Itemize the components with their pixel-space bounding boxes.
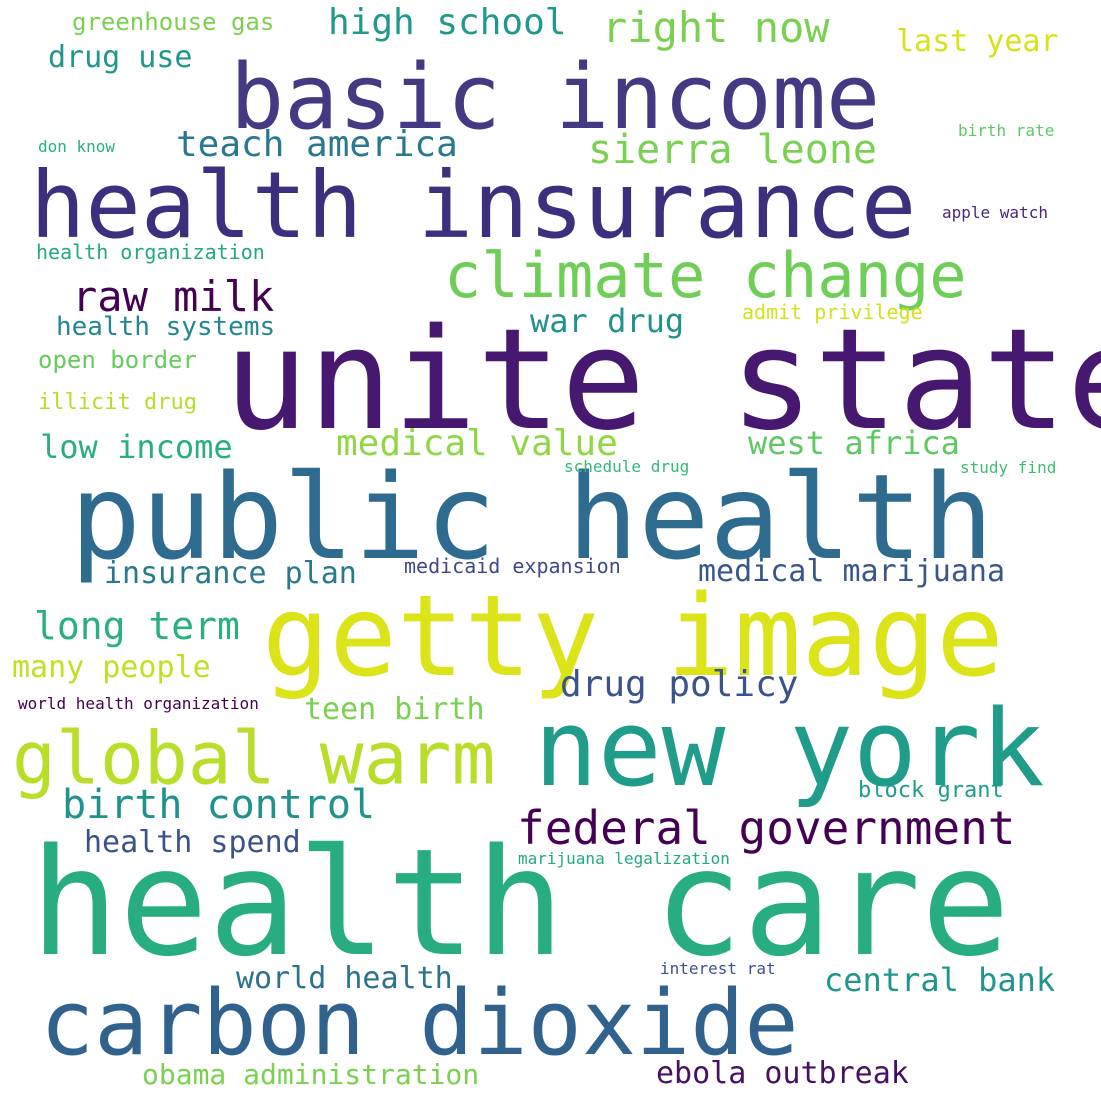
word: war drug (530, 302, 685, 340)
word: drug policy (560, 664, 799, 705)
word: medicaid expansion (404, 554, 621, 578)
word: obama administration (142, 1058, 480, 1091)
word: public health (70, 448, 994, 586)
word: apple watch (942, 203, 1048, 222)
word: birth rate (958, 121, 1055, 140)
word: last year (896, 24, 1059, 59)
word: block grant (858, 778, 1004, 803)
word: unite state (224, 299, 1101, 462)
word: health systems (56, 312, 276, 342)
word: central bank (824, 961, 1056, 999)
word: high school (328, 2, 567, 43)
word: climate change (444, 239, 967, 312)
word: birth control (62, 782, 376, 828)
word: teach america (176, 124, 458, 165)
word: west africa (748, 424, 960, 462)
word: health spend (84, 825, 301, 860)
word: ebola outbreak (656, 1056, 909, 1091)
word: open border (38, 346, 197, 374)
word: health organization (36, 240, 265, 264)
word: drug use (48, 40, 193, 75)
word: raw milk (72, 272, 275, 321)
word: admit privilege (742, 300, 923, 324)
word: medical value (336, 423, 618, 464)
word: teen birth (304, 692, 485, 727)
word: interest rat (660, 959, 776, 978)
word: marijuana legalization (518, 849, 730, 868)
word: federal government (517, 801, 1016, 855)
word: global warm (12, 716, 496, 802)
word: long term (34, 604, 240, 648)
word: sierra leone (588, 127, 877, 173)
word: health care (30, 817, 1011, 989)
word: schedule drug (564, 457, 690, 476)
word: basic income (230, 45, 881, 150)
word: medical marijuana (698, 554, 1006, 589)
word: low income (40, 428, 233, 466)
word: insurance plan (104, 556, 357, 591)
word: world health (236, 961, 453, 996)
word: many people (12, 650, 211, 685)
word: illicit drug (38, 390, 197, 415)
word: right now (602, 3, 830, 52)
word: study find (960, 458, 1057, 477)
word: new york (534, 687, 1045, 810)
word: don know (38, 137, 116, 156)
word: health insurance (30, 152, 917, 259)
word: greenhouse gas (72, 8, 275, 36)
word: getty image (262, 572, 1004, 702)
word: world health organization (18, 694, 259, 713)
word: carbon dioxide (40, 971, 799, 1076)
